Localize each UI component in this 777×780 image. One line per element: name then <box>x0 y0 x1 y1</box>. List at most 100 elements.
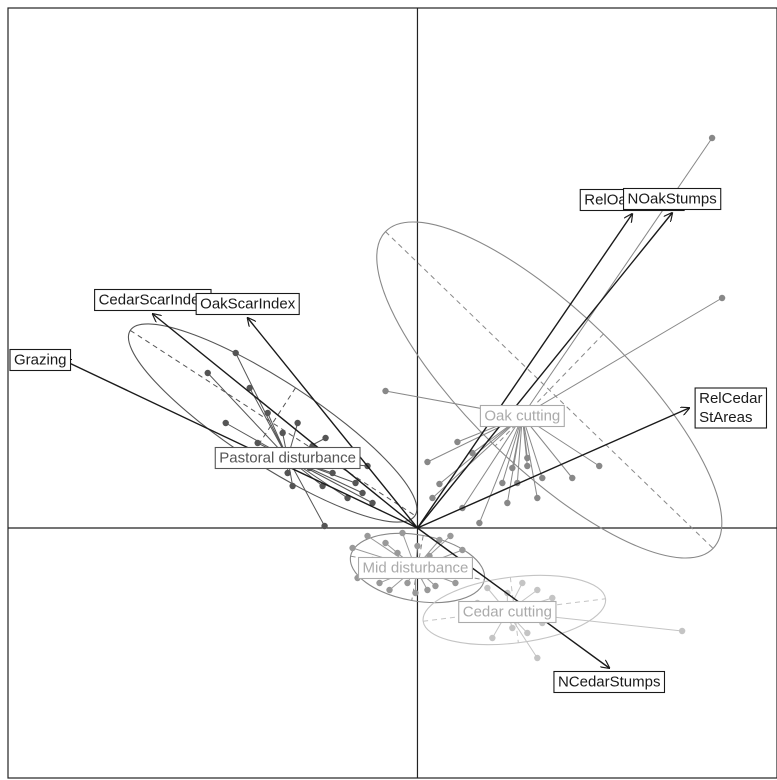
oak-cutting-point <box>499 479 506 487</box>
cedar-cutting-group-label-text: Cedar cutting <box>463 604 552 621</box>
relcedar-stareas-label-text: RelCedar <box>699 390 762 407</box>
mid-disturbance-group-label: Mid disturbance <box>357 556 473 580</box>
reloakstarea-vector-arrow <box>416 214 632 529</box>
noakstumps-vector-arrow <box>416 213 672 529</box>
pastoral-disturbance-point <box>352 479 359 487</box>
mid-disturbance-point <box>386 586 393 594</box>
spoke-layer <box>207 137 723 659</box>
plot-frame <box>7 7 777 779</box>
ncedarstumps-label-text: NCedarStumps <box>558 674 661 691</box>
ncedarstumps-label-box <box>553 670 666 694</box>
vector-arrow-layer <box>63 213 689 668</box>
cedar-cutting-point <box>519 579 526 587</box>
oak-cutting-point <box>524 454 531 462</box>
oak-cutting-point <box>718 294 726 302</box>
cedarscarindex-vector-arrow <box>153 314 418 529</box>
oakscarindex-label-text: OakScarIndex <box>200 296 296 313</box>
cedar-cutting-point <box>549 594 556 602</box>
mid-disturbance-point <box>394 549 401 557</box>
noakstumps-label-text: NOakStumps <box>628 191 717 208</box>
noakstumps-label: NOakStumps <box>622 187 722 211</box>
mid-disturbance-point <box>376 579 383 587</box>
oakscarindex-label-box <box>195 292 300 316</box>
mid-disturbance-point <box>412 589 419 597</box>
plot-frame-layer <box>7 7 777 779</box>
oak-cutting-point <box>476 519 483 527</box>
mid-disturbance-point <box>432 582 439 590</box>
mid-disturbance-point <box>404 579 411 587</box>
pastoral-disturbance-point <box>264 409 271 417</box>
oak-cutting-spoke <box>501 415 523 484</box>
oak-cutting-spoke <box>516 415 523 484</box>
oakscarindex-vector-arrow <box>248 318 419 529</box>
grazing-label-box <box>9 348 72 372</box>
pastoral-disturbance-minor-axis <box>249 387 296 459</box>
cedarscarindex-label: CedarScarIndex <box>94 288 212 312</box>
mid-disturbance-group-label-box <box>357 556 473 580</box>
cedarscarindex-label-text: CedarScarIndex <box>99 292 208 309</box>
pastoral-disturbance-point <box>321 522 328 530</box>
pastoral-disturbance-point <box>222 419 229 427</box>
oak-cutting-spoke <box>522 297 723 417</box>
pastoral-disturbance-group-label-text: Pastoral disturbance <box>219 450 356 467</box>
relcedar-stareas-label-box <box>694 387 768 429</box>
relcedar-stareas-label-text: StAreas <box>699 409 752 426</box>
pastoral-disturbance-ellipse <box>127 323 418 523</box>
oak-cutting-point <box>539 474 546 482</box>
mid-disturbance-point <box>364 532 371 540</box>
label-layer: CedarScarIndexOakScarIndexGrazingRelOakS… <box>9 187 768 694</box>
oak-cutting-point <box>504 499 511 507</box>
ncedarstumps-vector-arrow <box>417 527 609 668</box>
pastoral-disturbance-point <box>329 469 336 477</box>
oak-cutting-point <box>596 462 603 470</box>
oak-cutting-point <box>424 458 431 466</box>
oak-cutting-spoke <box>478 415 523 524</box>
cedar-cutting-group-label-box <box>458 600 557 624</box>
cedar-cutting-point <box>678 627 686 635</box>
oak-cutting-point <box>382 387 389 395</box>
cedar-cutting-minor-axis <box>509 577 519 643</box>
oak-cutting-point <box>524 462 531 470</box>
pastoral-disturbance-group-label-box <box>214 446 361 470</box>
pastoral-disturbance-major-axis <box>129 329 416 517</box>
point-layer <box>204 134 726 662</box>
pastoral-disturbance-point <box>294 419 301 427</box>
oak-cutting-point <box>454 438 461 446</box>
oak-cutting-spoke <box>506 415 523 504</box>
mid-disturbance-group-label-text: Mid disturbance <box>363 560 469 577</box>
noakstumps-label-box <box>622 187 722 211</box>
oak-cutting-point <box>469 449 476 457</box>
oak-cutting-group-label-box <box>479 404 565 428</box>
oakscarindex-label: OakScarIndex <box>195 292 300 316</box>
ncedarstumps-label: NCedarStumps <box>553 670 666 694</box>
grazing-vector-arrow <box>63 360 418 529</box>
grazing-label: Grazing <box>9 348 72 372</box>
cedar-cutting-point <box>484 584 491 592</box>
cedar-cutting-group-label: Cedar cutting <box>458 600 557 624</box>
mid-disturbance-point <box>452 579 459 587</box>
pastoral-disturbance-point <box>359 489 366 497</box>
cedar-cutting-point <box>534 654 541 662</box>
cedar-cutting-point <box>509 624 516 632</box>
pastoral-disturbance-point <box>246 384 253 392</box>
mid-disturbance-point <box>382 539 389 547</box>
mid-disturbance-minor-axis <box>411 535 424 601</box>
cedar-cutting-point <box>534 586 541 594</box>
oak-cutting-minor-axis <box>494 333 604 447</box>
mid-disturbance-point <box>414 542 421 550</box>
pastoral-disturbance-point <box>254 439 261 447</box>
pastoral-disturbance-spoke <box>235 352 289 459</box>
oak-cutting-point <box>436 480 443 488</box>
oak-cutting-point <box>509 464 516 472</box>
mid-disturbance-point <box>349 544 356 552</box>
cedar-cutting-point <box>524 629 531 637</box>
oak-cutting-group-label-text: Oak cutting <box>484 408 560 425</box>
mid-disturbance-point <box>424 586 431 594</box>
pastoral-disturbance-group-label: Pastoral disturbance <box>214 446 361 470</box>
mid-disturbance-point <box>436 536 443 544</box>
pastoral-disturbance-point <box>284 469 291 477</box>
oak-cutting-major-axis <box>385 231 714 549</box>
oak-cutting-point <box>429 494 436 502</box>
oak-cutting-spoke <box>521 137 713 417</box>
